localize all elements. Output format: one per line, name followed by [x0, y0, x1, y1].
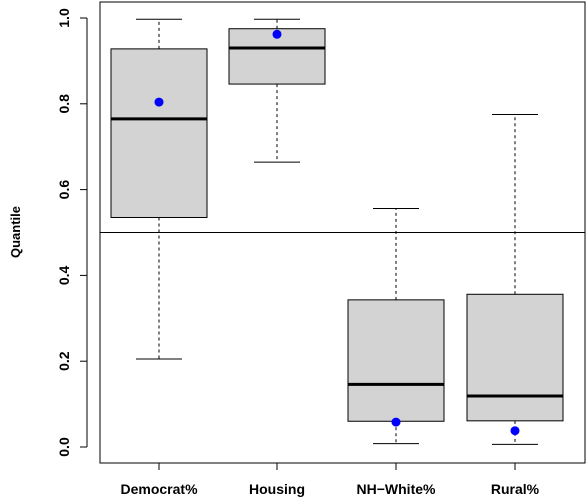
y-tick-label: 0.8: [56, 94, 72, 114]
box-group-1: [110, 18, 208, 360]
box-iqr: [466, 293, 564, 422]
y-axis-label: Quantile: [8, 206, 23, 258]
x-tick-label: Democrat%: [120, 481, 198, 497]
highlight-point-2: [272, 29, 282, 39]
y-tick-label: 0.0: [56, 437, 72, 457]
box-group-4: [466, 114, 564, 445]
x-tick-label: Rural%: [491, 481, 540, 497]
highlight-point-4: [510, 426, 520, 436]
box-iqr: [347, 299, 445, 422]
highlight-point-1: [154, 97, 164, 107]
y-tick-label: 0.6: [56, 180, 72, 200]
box-group-3: [347, 207, 445, 445]
x-tick-label: NH−White%: [357, 481, 437, 497]
highlight-point-3: [391, 417, 401, 427]
box-iqr: [110, 48, 208, 218]
x-tick-label: Housing: [249, 481, 305, 497]
y-tick-label: 0.4: [56, 265, 72, 285]
y-tick-label: 1.0: [56, 8, 72, 28]
y-tick-label: 0.2: [56, 351, 72, 371]
box-group-2: [228, 18, 326, 163]
